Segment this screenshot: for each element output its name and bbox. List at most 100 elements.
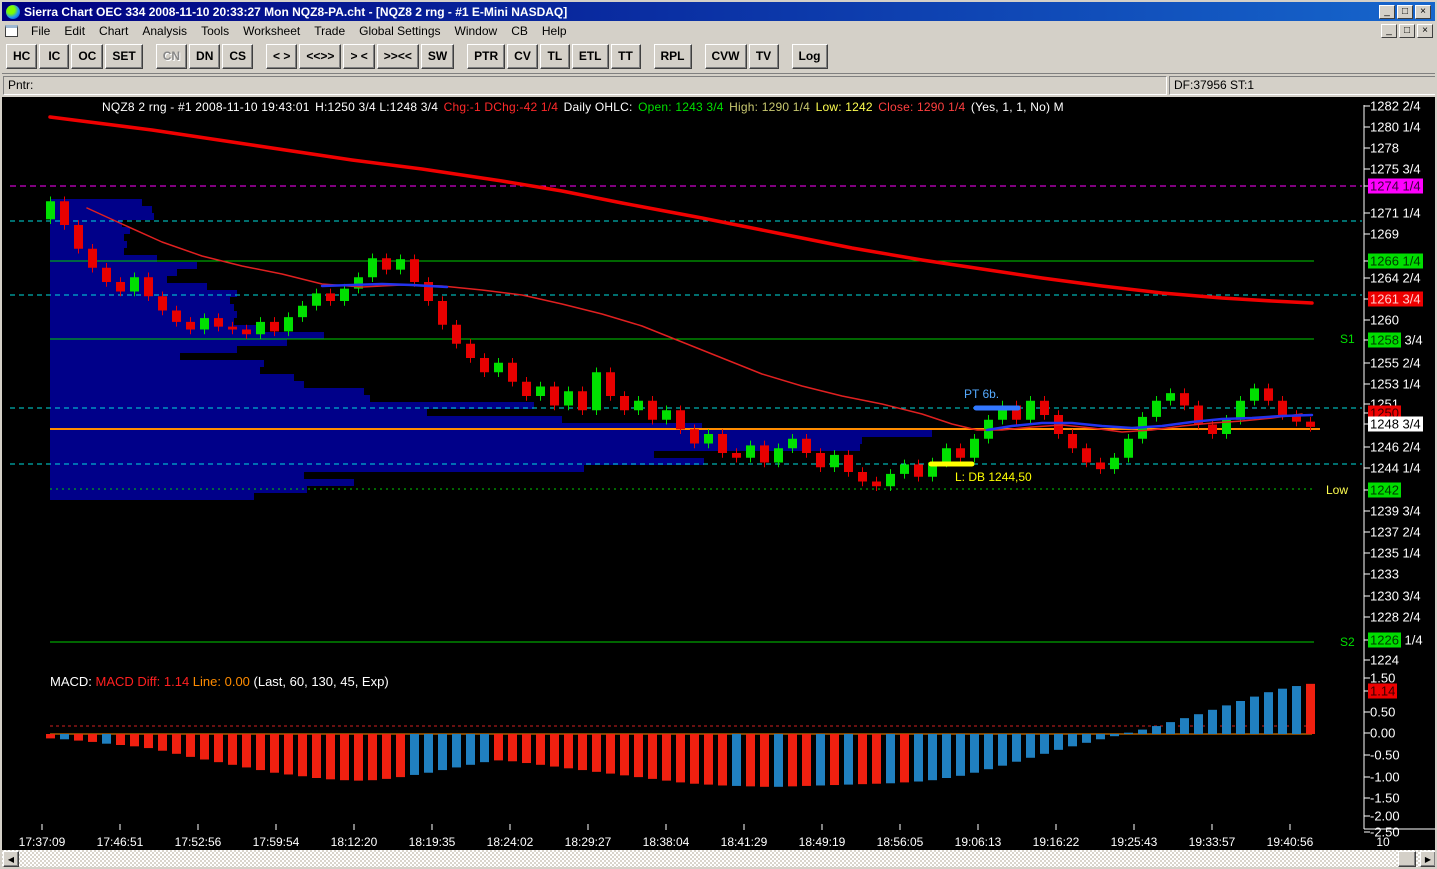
scale-label-0.50: -0.50 — [1368, 748, 1402, 763]
candle-body — [438, 301, 447, 325]
toolbar-button-log[interactable]: Log — [791, 44, 828, 69]
scale-value: 1275 3/4 — [1370, 161, 1421, 177]
time-label: 19:06:13 — [954, 835, 1002, 849]
child-close-button[interactable]: × — [1417, 23, 1433, 38]
volume-profile-bar — [50, 444, 860, 451]
scale-label-1.00: -1.00 — [1368, 770, 1402, 785]
scroll-right-button[interactable]: ▶ — [1420, 851, 1435, 867]
macd-histogram-bar — [368, 734, 377, 781]
toolbar-button-[interactable]: >><< — [376, 44, 419, 69]
macd-histogram-bar — [1096, 734, 1105, 740]
time-label: 19:33:57 — [1188, 835, 1236, 849]
toolbar-button-sw[interactable]: SW — [420, 44, 455, 69]
menu-item-help[interactable]: Help — [541, 23, 567, 38]
scroll-left-button[interactable]: ◀ — [3, 851, 19, 867]
scale-label-0.50: 0.50 — [1368, 705, 1397, 720]
macd-histogram-bar — [1124, 732, 1133, 734]
candle-body — [186, 321, 195, 330]
trade-note-pt6b: PT 6b. — [964, 387, 1000, 401]
time-label: 17:52:56 — [174, 835, 222, 849]
child-window-controls: _ □ × — [1381, 23, 1433, 38]
child-window-icon[interactable] — [5, 24, 18, 37]
child-restore-button[interactable]: □ — [1399, 23, 1415, 38]
toolbar-button-cvw[interactable]: CVW — [704, 44, 747, 69]
candle-body — [1166, 393, 1175, 401]
scrollbar-thumb[interactable] — [1398, 851, 1416, 867]
toolbar-button-cs[interactable]: CS — [222, 44, 254, 69]
chart-area[interactable]: NQZ8 2 rng - #1 2008-11-10 19:43:01 H:12… — [2, 97, 1435, 850]
menu-item-tools[interactable]: Tools — [201, 23, 230, 38]
volume-profile-bar — [50, 304, 234, 311]
header-segment-3: Daily OHLC: — [563, 100, 637, 114]
candle-body — [1152, 400, 1161, 417]
scale-value: 1260 — [1370, 312, 1399, 328]
menu-item-edit[interactable]: Edit — [64, 23, 86, 38]
menu-item-global-settings[interactable]: Global Settings — [359, 23, 441, 38]
toolbar-button-[interactable]: < > — [266, 44, 298, 69]
macd-histogram-bar — [1236, 701, 1245, 734]
scale-value: 1248 3/4 — [1368, 416, 1423, 432]
menu-item-chart[interactable]: Chart — [99, 23, 129, 38]
macd-histogram-bar — [942, 734, 951, 778]
candle-body — [564, 391, 573, 406]
toolbar-button-[interactable]: <<>> — [299, 44, 342, 69]
macd-histogram-bar — [662, 734, 671, 781]
time-label: 18:29:27 — [564, 835, 612, 849]
title-bar: Sierra Chart OEC 334 2008-11-10 20:33:27… — [2, 2, 1435, 21]
horizontal-scrollbar[interactable]: ◀ ▶ — [2, 850, 1435, 867]
menu-item-cb[interactable]: CB — [511, 23, 528, 38]
scale-value: 1224 — [1370, 652, 1399, 668]
child-minimize-button[interactable]: _ — [1381, 23, 1397, 38]
toolbar-button-set[interactable]: SET — [105, 44, 143, 69]
toolbar-button-etl[interactable]: ETL — [571, 44, 609, 69]
scale-label-1.50: -1.50 — [1368, 791, 1402, 806]
menu-item-trade[interactable]: Trade — [314, 23, 346, 38]
toolbar-button-ic[interactable]: IC — [39, 44, 70, 69]
macd-histogram-bar — [466, 734, 475, 765]
macd-histogram-bar — [494, 734, 503, 761]
time-label: 17:59:54 — [252, 835, 300, 849]
candle-body — [1306, 421, 1315, 427]
volume-profile-bar — [50, 472, 304, 479]
toolbar-button-rpl[interactable]: RPL — [653, 44, 692, 69]
daily-low-label: Low — [1326, 483, 1349, 497]
toolbar-button-tv[interactable]: TV — [748, 44, 779, 69]
menu-bar: File Edit Chart Analysis Tools Worksheet Trade… — [2, 21, 1435, 40]
toolbar-button-cv[interactable]: CV — [507, 44, 538, 69]
volume-profile-bar — [50, 234, 124, 241]
menu-item-window[interactable]: Window — [454, 23, 498, 38]
toolbar-button-ptr[interactable]: PTR — [467, 44, 506, 69]
scale-value: 1230 3/4 — [1370, 588, 1421, 604]
candle-body — [1082, 448, 1091, 463]
candle-body — [550, 386, 559, 406]
toolbar-button-tl[interactable]: TL — [539, 44, 570, 69]
menu-item-worksheet[interactable]: Worksheet — [243, 23, 301, 38]
toolbar-button-tt[interactable]: TT — [610, 44, 641, 69]
scale-label-1233: 1233 — [1368, 567, 1401, 582]
volume-profile-bar — [50, 374, 294, 381]
minimize-button[interactable]: _ — [1379, 4, 1395, 19]
candle-body — [1180, 393, 1189, 406]
close-button[interactable]: × — [1415, 4, 1431, 19]
volume-profile-bar — [50, 388, 364, 395]
macd-histogram-bar — [648, 734, 657, 779]
macd-histogram-bar — [186, 734, 195, 757]
volume-profile-bar — [50, 213, 154, 220]
toolbar-button-dn[interactable]: DN — [189, 44, 221, 69]
scale-value: 1269 — [1370, 226, 1399, 242]
header-segment-7: Close: 1290 1/4 — [878, 100, 969, 114]
scale-label-123724: 1237 2/4 — [1368, 525, 1423, 540]
macd-histogram-bar — [578, 734, 587, 771]
toolbar-button-[interactable]: > < — [343, 44, 375, 69]
toolbar-button-oc[interactable]: OC — [71, 44, 104, 69]
toolbar-button-hc[interactable]: HC — [6, 44, 38, 69]
candle-body — [228, 326, 237, 330]
scale-label-1278: 1278 — [1368, 141, 1401, 156]
restore-button[interactable]: □ — [1397, 4, 1413, 19]
scale-value: 1233 — [1370, 566, 1399, 582]
macd-histogram-bar — [1264, 692, 1273, 734]
menu-item-analysis[interactable]: Analysis — [142, 23, 188, 38]
candle-body — [60, 201, 69, 225]
menu-item-file[interactable]: File — [31, 23, 51, 38]
volume-profile-bar — [50, 458, 704, 465]
